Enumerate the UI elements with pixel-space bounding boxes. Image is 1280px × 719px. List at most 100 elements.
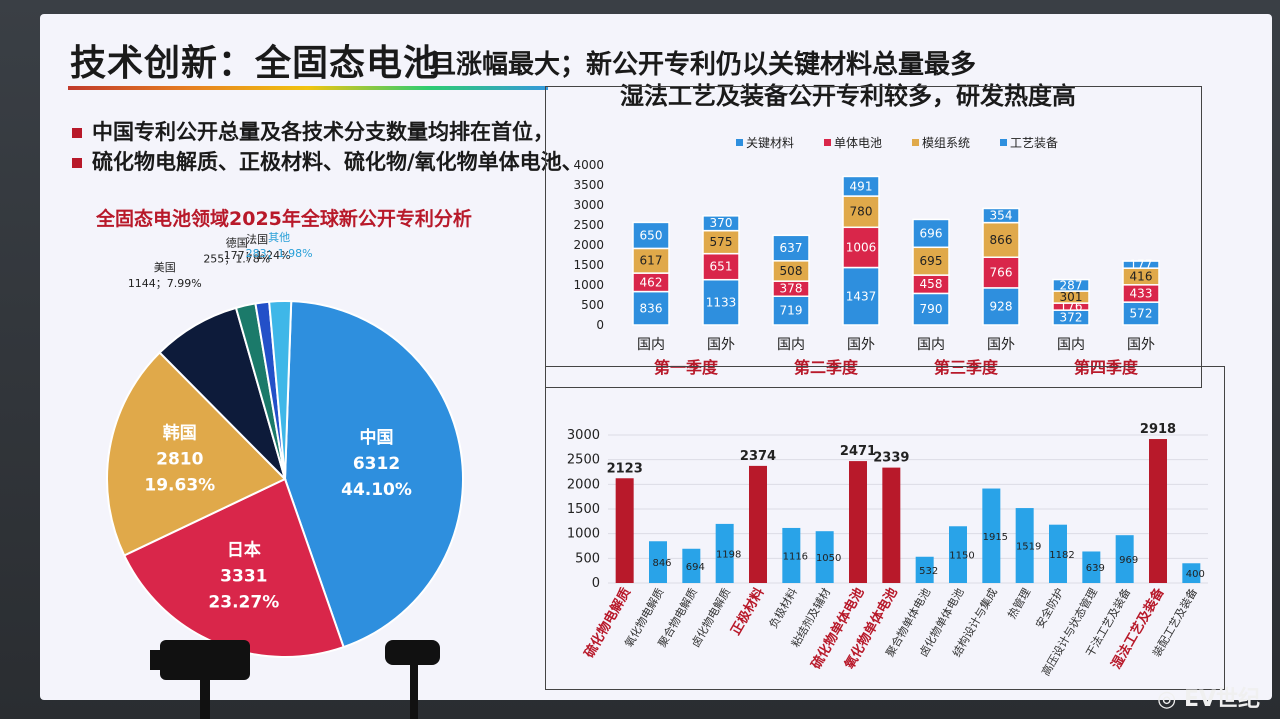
group-label-1: 第二季度 <box>794 358 859 377</box>
branch-category-5: 负极材料 <box>766 586 800 631</box>
bar-seg-4-2 <box>912 246 950 276</box>
branch-category-12: 热管理 <box>1005 586 1034 622</box>
x-tick-7: 国外 <box>1127 337 1155 353</box>
bar-seg-2-3 <box>772 234 810 262</box>
y-tick-2: 1000 <box>573 278 604 292</box>
branch-value-1: 846 <box>652 558 671 569</box>
bar-seg-label-6-3: 287 <box>1060 278 1083 292</box>
y-tick-6: 3000 <box>573 198 604 212</box>
bar-seg-label-1-3: 370 <box>710 216 733 230</box>
slide-title: 技术创新：全固态电池 <box>70 43 441 84</box>
bar-seg-0-3 <box>632 221 670 250</box>
y2-tick-2: 1000 <box>567 527 600 542</box>
y-tick-5: 2500 <box>573 218 604 232</box>
branch-value-7: 2471 <box>840 444 876 459</box>
title-underline <box>68 86 548 90</box>
pie-label-2-2: 19.63% <box>144 476 215 496</box>
legend-label-3: 工艺装备 <box>1010 136 1058 150</box>
branch-bar-7 <box>849 461 867 583</box>
bar-seg-6-3 <box>1052 278 1090 292</box>
branch-category-13: 安全防护 <box>1032 586 1066 631</box>
branch-value-5: 1116 <box>783 551 808 562</box>
branch-bar-2 <box>682 548 701 583</box>
pie-label-4-0: 德国 <box>226 235 248 249</box>
branch-bar-0 <box>615 478 634 583</box>
watermark-text: EV世纪 <box>1183 687 1260 712</box>
pie-label-5-0: 法国 <box>246 232 268 246</box>
x-tick-1: 国外 <box>707 337 735 353</box>
bar-seg-label-3-1: 1006 <box>846 240 877 254</box>
bar-seg-5-2 <box>982 221 1020 258</box>
bar-seg-3-1 <box>842 226 880 269</box>
quarterly-stacked-bar-chart: 关键材料 单体电池 模组系统 工艺装备 0 500 1000 1500 2000 2500 3000… <box>573 136 1160 377</box>
bar-seg-5-3 <box>982 207 1020 224</box>
branch-bar-17 <box>1182 563 1201 583</box>
bar-seg-0-0 <box>632 290 670 326</box>
bar-seg-label-3-2: 780 <box>850 205 873 219</box>
bar-seg-label-5-0: 928 <box>990 299 1013 313</box>
group-label-0: 第一季度 <box>654 358 719 377</box>
bar-seg-1-1 <box>702 252 740 281</box>
bar-seg-4-0 <box>912 292 950 326</box>
branch-bar-4 <box>749 465 767 583</box>
bullet-2-text: 硫化物电解质、正极材料、硫化物/氧化物单体电池、 <box>92 150 583 174</box>
bar-seg-label-7-0: 572 <box>1130 307 1153 321</box>
branch-value-10: 1150 <box>949 551 974 562</box>
branch-value-8: 2339 <box>873 451 909 466</box>
pie-label-1-0: 日本 <box>227 540 261 561</box>
bar-seg-label-2-0: 719 <box>780 304 803 318</box>
bullet-1-text: 中国专利公开总量及各技术分支数量均排在首位， <box>92 120 554 144</box>
legend-label-0: 关键材料 <box>746 136 794 150</box>
group-label-2: 第三季度 <box>934 358 999 377</box>
bar-seg-label-3-3: 491 <box>850 179 873 193</box>
branch-value-15: 969 <box>1119 555 1138 566</box>
bar-seg-label-7-2: 416 <box>1130 269 1153 283</box>
y-tick-0: 0 <box>596 318 604 332</box>
microphone-silhouette-icon <box>385 640 440 719</box>
pie-slice-2 <box>106 351 287 557</box>
legend-label-2: 模组系统 <box>922 136 970 150</box>
branch-bar-14 <box>1082 551 1101 583</box>
branch-value-0: 2123 <box>607 461 643 476</box>
y2-tick-1: 500 <box>575 551 600 566</box>
bar-seg-label-7-3: 177 <box>1130 258 1153 272</box>
branch-category-0: 硫化物电解质 <box>581 585 634 661</box>
x-tick-5: 国外 <box>987 337 1015 353</box>
branch-bar-10 <box>949 526 967 583</box>
bar-seg-label-0-0: 836 <box>640 301 663 315</box>
branch-bar-chart: 0500100015002000250030002123硫化物电解质846氧化物… <box>567 422 1208 678</box>
branch-bar-12 <box>1015 508 1034 583</box>
y2-tick-4: 2000 <box>567 477 600 492</box>
pie-label-1-2: 23.27% <box>208 593 279 613</box>
pie-label-2-0: 韩国 <box>163 423 197 444</box>
y-tick-7: 3500 <box>573 178 604 192</box>
bar-seg-label-6-2: 301 <box>1060 290 1083 304</box>
pie-slice-3 <box>158 306 286 480</box>
bar-seg-label-1-0: 1133 <box>706 295 737 309</box>
bar-seg-label-5-1: 766 <box>990 266 1013 280</box>
pie-label-5-1: 177；1.24% <box>224 249 291 262</box>
y-tick-8: 4000 <box>573 158 604 172</box>
bar-seg-label-4-3: 696 <box>920 226 943 240</box>
branch-value-13: 1182 <box>1049 550 1074 561</box>
branch-bar-13 <box>1049 524 1067 583</box>
y2-tick-0: 0 <box>592 576 600 591</box>
branch-bar-11 <box>982 488 1001 583</box>
branch-value-3: 1198 <box>716 549 741 560</box>
bar-seg-3-3 <box>842 175 880 197</box>
pie-label-1-1: 3331 <box>220 567 267 587</box>
branch-bar-3 <box>715 523 734 583</box>
bullet-square-icon <box>72 158 82 168</box>
bar-seg-label-1-1: 651 <box>710 260 733 274</box>
bar-seg-7-3 <box>1122 260 1160 269</box>
bar-seg-label-2-2: 508 <box>780 264 803 278</box>
legend-swatch-2 <box>912 139 919 146</box>
branch-category-4: 正极材料 <box>728 585 768 638</box>
bar-seg-label-4-1: 458 <box>920 277 943 291</box>
bar-seg-label-2-3: 637 <box>780 241 803 255</box>
y-tick-4: 2000 <box>573 238 604 252</box>
bar-seg-label-5-2: 866 <box>990 233 1013 247</box>
pie-label-2-1: 2810 <box>156 450 203 470</box>
bullet-square-icon <box>72 128 82 138</box>
pie-label-3-0: 美国 <box>154 261 176 274</box>
